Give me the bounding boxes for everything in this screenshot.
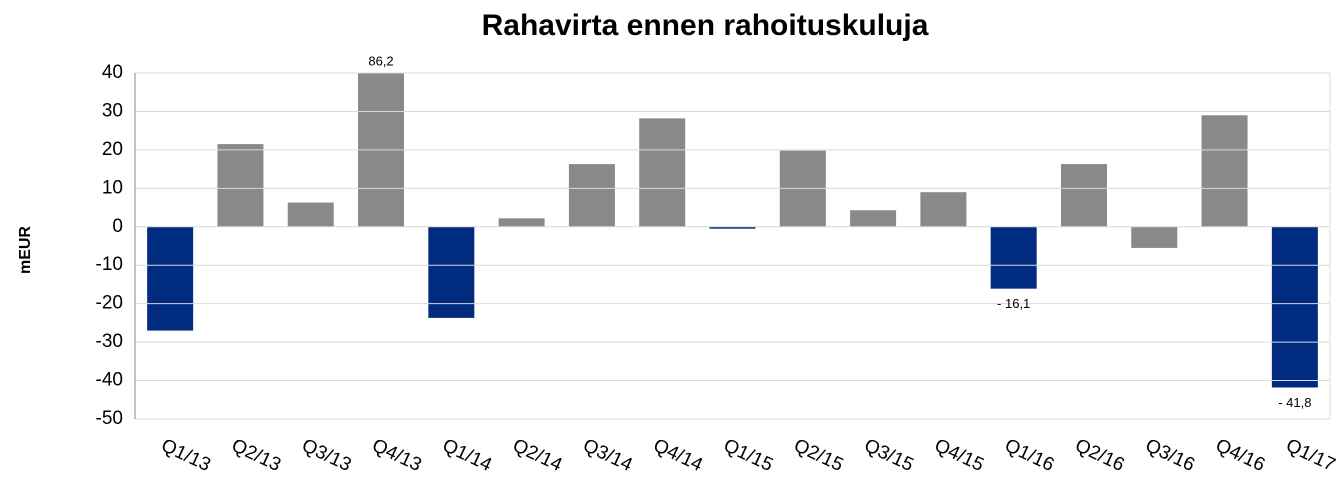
y-tick-label: -50 [96, 408, 123, 429]
x-tick-label: Q2/14 [509, 435, 565, 476]
x-tick-label: Q3/15 [861, 435, 917, 476]
x-tick-label: Q3/14 [580, 435, 636, 476]
bar [568, 164, 615, 227]
x-tick-label: Q2/15 [791, 435, 847, 476]
y-axis-label: mEUR [17, 226, 34, 274]
bar [709, 226, 756, 229]
x-tick-label: Q1/14 [439, 435, 495, 476]
bar [1060, 164, 1107, 227]
bar [428, 226, 475, 318]
y-tick-label: 20 [102, 139, 123, 160]
bar [850, 210, 897, 227]
x-tick-label: Q4/15 [931, 435, 987, 476]
y-tick-label: -30 [96, 331, 123, 352]
x-tick-label: Q2/16 [1072, 435, 1128, 476]
x-tick-label: Q2/13 [228, 435, 284, 476]
value-label: - 16,1 [997, 296, 1030, 311]
bar [498, 218, 545, 227]
x-tick-label: Q3/13 [299, 435, 355, 476]
plot-area [147, 73, 1318, 388]
x-tick-label: Q1/13 [158, 435, 214, 476]
y-tick-label: 30 [102, 100, 123, 121]
bar [358, 73, 405, 227]
bar [920, 192, 967, 227]
y-tick-label: -20 [96, 293, 123, 314]
x-tick-label: Q1/15 [720, 435, 776, 476]
x-tick-label: Q4/13 [369, 435, 425, 476]
bar [217, 144, 264, 227]
x-tick-label: Q1/17 [1283, 435, 1339, 476]
x-tick-label: Q3/16 [1142, 435, 1198, 476]
y-tick-label: 40 [102, 62, 123, 83]
x-tick-label: Q4/16 [1212, 435, 1268, 476]
y-tick-label: 0 [112, 216, 123, 237]
x-tick-label: Q1/16 [1001, 435, 1057, 476]
bar [1201, 115, 1248, 227]
y-tick-label: 10 [102, 177, 123, 198]
x-tick-label: Q4/14 [650, 435, 706, 476]
bar [990, 226, 1037, 289]
y-tick-label: -10 [96, 254, 123, 275]
bar [1271, 226, 1318, 388]
bar [147, 226, 194, 331]
bar [639, 118, 686, 227]
bar [1131, 226, 1178, 248]
value-label: - 41,8 [1278, 395, 1311, 410]
y-tick-label: -40 [96, 370, 123, 391]
value-label: 86,2 [368, 53, 393, 68]
chart-title: Rahavirta ennen rahoituskuluja [482, 9, 929, 42]
bar [287, 202, 334, 227]
